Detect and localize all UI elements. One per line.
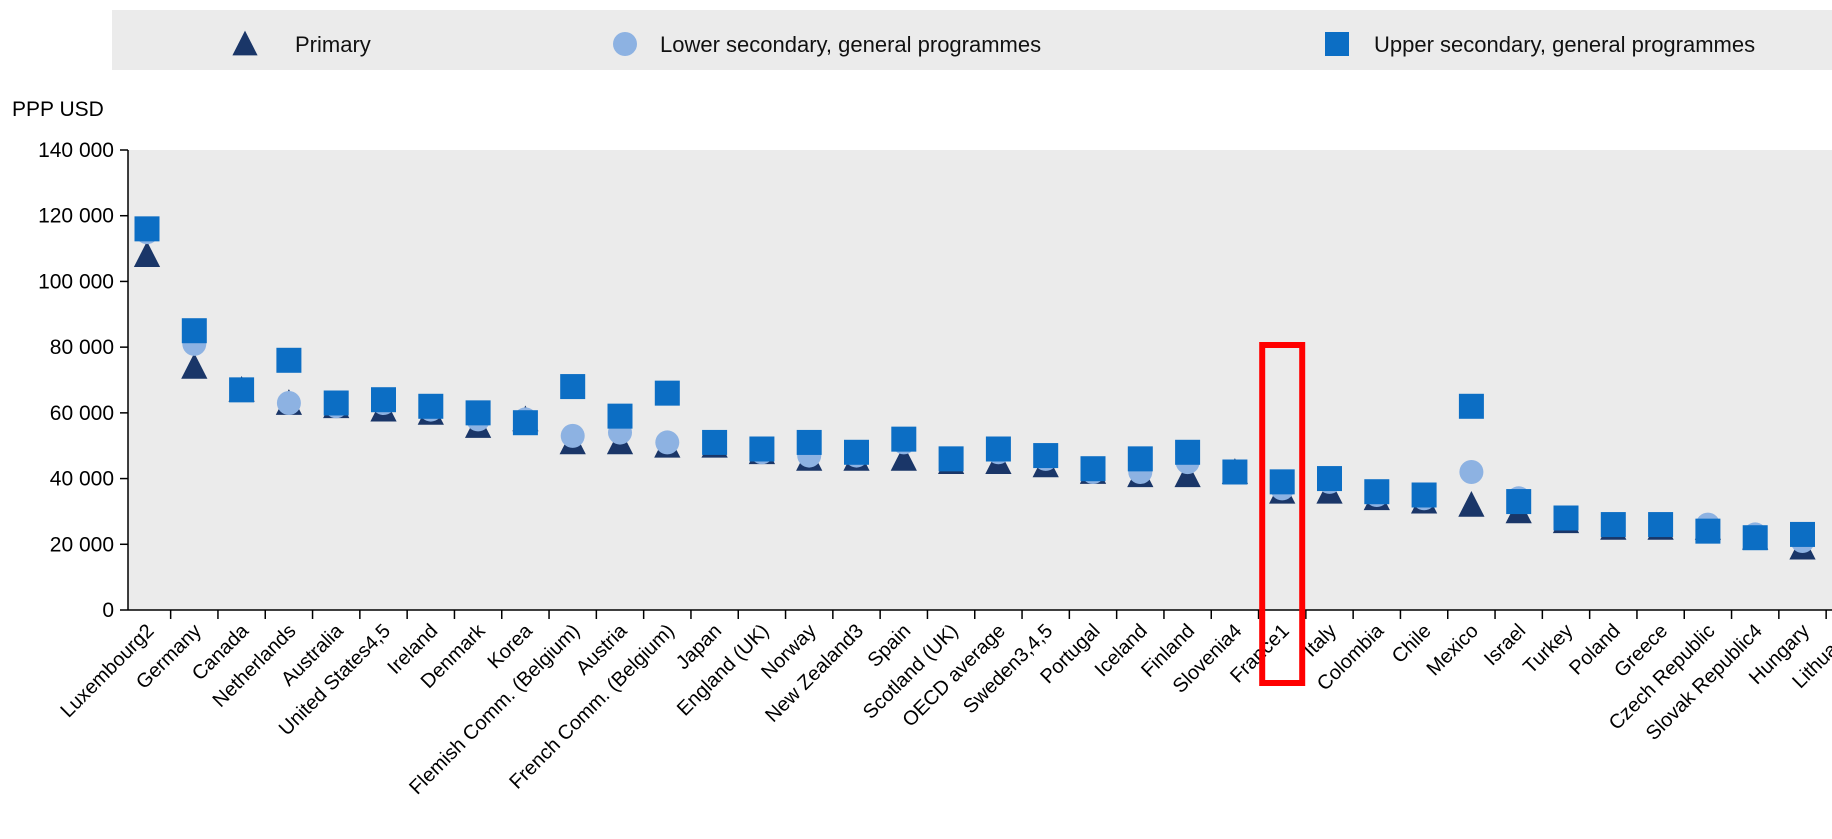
plot-area	[128, 150, 1832, 610]
y-tick-label: 20 000	[50, 533, 114, 556]
data-marks	[133, 216, 1816, 560]
point-triangle	[1458, 490, 1485, 517]
point-square	[796, 429, 822, 455]
point-square	[276, 347, 302, 373]
point-square	[1127, 446, 1153, 472]
y-tick-label: 0	[102, 599, 114, 622]
point-square	[938, 446, 964, 472]
point-square	[1364, 479, 1390, 505]
point-square	[323, 390, 349, 416]
point-square	[465, 400, 491, 426]
y-tick-label: 60 000	[50, 402, 114, 425]
point-square	[1695, 518, 1721, 544]
point-square	[1506, 489, 1532, 515]
point-square	[1458, 393, 1484, 419]
point-triangle	[890, 444, 917, 471]
legend-marker-circle	[613, 32, 637, 56]
legend-label-3: Upper secondary, general programmes	[1374, 32, 1755, 57]
point-circle	[655, 430, 680, 455]
y-axis-title: PPP USD	[12, 98, 104, 121]
point-square	[1742, 525, 1768, 551]
point-square	[985, 436, 1011, 462]
point-square	[891, 426, 917, 452]
point-square	[560, 374, 586, 400]
point-square	[749, 436, 775, 462]
point-square	[654, 380, 680, 406]
x-axis	[128, 609, 1832, 619]
y-tick-label: 80 000	[50, 336, 114, 359]
point-square	[418, 393, 444, 419]
highlight-box	[1259, 342, 1306, 686]
point-square	[1269, 469, 1295, 495]
point-square	[1411, 482, 1437, 508]
point-square	[371, 387, 396, 413]
highlight-layer	[1259, 342, 1306, 686]
y-tick-label: 120 000	[38, 205, 114, 228]
point-square	[1222, 459, 1248, 485]
point-square	[512, 410, 538, 436]
point-square	[181, 318, 207, 344]
legend-marker-triangle	[232, 30, 258, 56]
point-triangle	[133, 241, 161, 268]
point-square	[1317, 466, 1342, 492]
point-triangle	[181, 352, 208, 379]
point-circle	[276, 391, 301, 415]
y-axis: 0 20 000 40 000 60 000 80 000 100 000 120 000 1…	[38, 139, 129, 622]
point-triangle	[1174, 461, 1201, 488]
point-square	[1553, 505, 1579, 531]
y-tick-label: 140 000	[38, 139, 114, 162]
point-square	[1790, 521, 1815, 547]
point-square	[844, 439, 869, 465]
point-square	[1175, 439, 1201, 465]
x-category-label: Italy	[1300, 620, 1341, 661]
x-axis-labels: Luxembourg2GermanyCanadaNetherlandsAustr…	[56, 619, 1832, 799]
legend-background	[112, 10, 1832, 70]
legend-label-1: Primary	[295, 32, 371, 57]
x-category-label: Turkey	[1519, 620, 1577, 678]
point-circle	[560, 423, 585, 448]
point-square	[1033, 443, 1059, 469]
point-square	[1648, 512, 1674, 538]
point-square	[229, 377, 255, 403]
x-category-label: Mexico	[1423, 620, 1483, 680]
legend-label-2: Lower secondary, general programmes	[660, 32, 1041, 57]
y-tick-label: 100 000	[38, 270, 114, 293]
point-square	[702, 429, 728, 455]
legend: Primary Lower secondary, general programm…	[232, 30, 1755, 57]
point-square	[607, 403, 633, 429]
point-square	[1600, 512, 1626, 538]
point-square	[1080, 456, 1106, 482]
y-tick-label: 40 000	[50, 468, 114, 491]
point-circle	[1459, 460, 1484, 484]
legend-marker-square	[1325, 32, 1349, 56]
point-square	[134, 216, 160, 242]
